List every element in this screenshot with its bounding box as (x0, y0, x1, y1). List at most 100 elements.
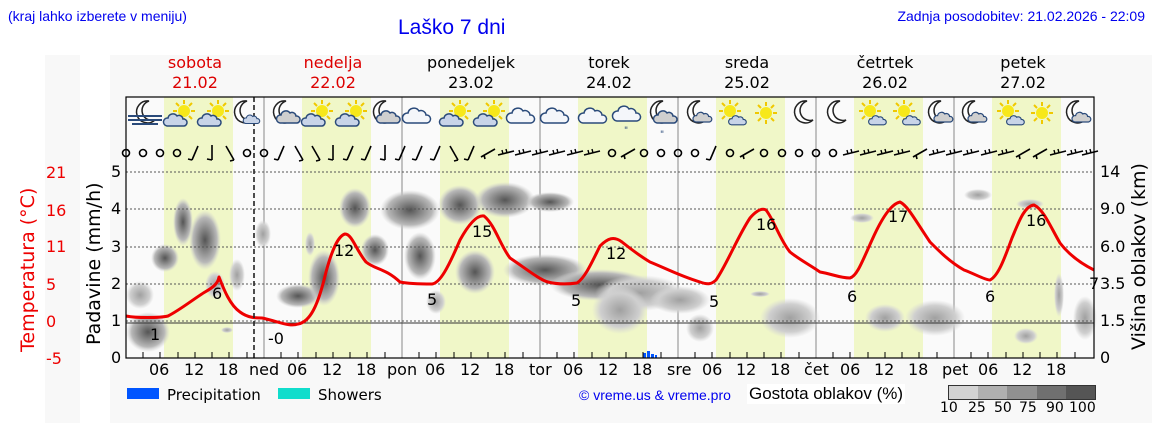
cloud-height-tick: 1.5 (1100, 311, 1126, 330)
x-axis-labels: 06 12 18 ned 06 12 18 pon 06 12 18 tor 0… (0, 360, 1152, 382)
precip-tick: 0 (111, 348, 122, 367)
x-tick: 06 (563, 360, 584, 379)
svg-text:": " (624, 126, 628, 136)
svg-text:16: 16 (756, 215, 776, 234)
fog-night-icon (128, 100, 162, 125)
svg-text:6: 6 (847, 287, 857, 306)
cloud-height-tick: 0 (1100, 348, 1111, 367)
x-tick: 12 (460, 360, 481, 379)
x-tick: pet (942, 360, 969, 379)
x-tick: sre (667, 360, 692, 379)
last-update: Zadnja posodobitev: 21.02.2026 - 22:09 (897, 8, 1145, 24)
svg-text:6: 6 (985, 287, 995, 306)
temp-tick: 0 (46, 312, 57, 331)
svg-text:-0: -0 (268, 329, 284, 348)
precipitation-legend-label: Precipitation (167, 386, 261, 404)
temperature-line (125, 200, 1095, 327)
x-tick: 18 (1046, 360, 1067, 379)
x-tick: pon (387, 360, 418, 379)
x-tick: 06 (702, 360, 723, 379)
density-swatch-75 (1036, 386, 1066, 399)
temp-tick: 21 (46, 163, 67, 182)
x-tick: 18 (218, 360, 239, 379)
temp-tick: 16 (46, 201, 67, 220)
temp-tick: 5 (46, 275, 57, 294)
svg-text:12: 12 (606, 244, 626, 263)
cloud-height-tick: 9.0 (1100, 199, 1126, 218)
svg-text:12: 12 (334, 241, 354, 260)
temp-tick: 11 (46, 237, 67, 256)
density-tick: 75 (1019, 400, 1037, 416)
day-label-petek: petek 27.02 (1000, 53, 1046, 92)
precipitation-bars (643, 351, 657, 358)
density-swatch-10 (949, 386, 979, 399)
precip-tick: 3 (111, 237, 122, 256)
cloud-density-scale (948, 385, 1096, 400)
density-tick: 90 (1046, 400, 1064, 416)
plot-frame (125, 96, 1095, 359)
precipitation-legend-swatch (127, 388, 159, 399)
temp-value-labels: 1 6 -0 12 5 15 5 12 5 16 6 17 6 16 (150, 207, 1046, 348)
density-tick: 10 (940, 400, 958, 416)
x-tick: 06 (287, 360, 308, 379)
x-tick: 18 (356, 360, 377, 379)
showers-legend-label: Showers (318, 386, 382, 404)
density-tick: 100 (1069, 400, 1096, 416)
x-tick: 06 (978, 360, 999, 379)
showers-legend-swatch (278, 388, 310, 399)
x-tick: 12 (736, 360, 757, 379)
cloud-height-tick: 6.0 (1100, 237, 1126, 256)
partly-cloudy-night-drizzle-icon: " (649, 100, 678, 140)
temp-tick: -5 (46, 349, 62, 368)
day-label-ponedeljek: ponedeljek 23.02 (427, 53, 515, 92)
sun-icon (1030, 101, 1054, 125)
x-tick: 18 (494, 360, 515, 379)
precip-axis-label: Padavine (mm/h) (83, 182, 105, 345)
temp-axis-label: Temperatura (°C) (17, 187, 39, 352)
precip-tick: 1 (111, 311, 122, 330)
x-tick: 18 (770, 360, 791, 379)
density-swatch-90 (1065, 386, 1096, 399)
day-label-sreda: sreda 25.02 (724, 53, 770, 92)
location-hint-link[interactable]: (kraj lahko izberete v meniju) (8, 8, 187, 24)
x-tick: čet (804, 360, 829, 379)
x-tick: 18 (908, 360, 929, 379)
x-tick: 12 (1012, 360, 1033, 379)
svg-text:6: 6 (212, 284, 222, 303)
cloud-height-axis-label: Višina oblakov (km) (1128, 163, 1150, 350)
cloud-height-tick: 3.5 (1100, 274, 1126, 293)
svg-text:5: 5 (571, 291, 581, 310)
x-tick: 06 (425, 360, 446, 379)
day-label-sobota: sobota 21.02 (167, 53, 223, 92)
density-tick: 25 (968, 400, 986, 416)
copyright-link[interactable]: © vreme.us & vreme.pro (579, 387, 731, 403)
x-tick: 18 (632, 360, 653, 379)
svg-text:16: 16 (1026, 211, 1046, 230)
svg-text:17: 17 (888, 207, 908, 226)
svg-text:": " (660, 130, 664, 140)
precip-tick: 4 (111, 199, 122, 218)
weather-icons: " " (128, 99, 1092, 140)
density-swatch-25 (978, 386, 1008, 399)
svg-text:15: 15 (472, 222, 492, 241)
precip-tick: 2 (111, 274, 122, 293)
density-tick: 50 (994, 400, 1012, 416)
day-label-cetrtek: četrtek 26.02 (856, 53, 914, 92)
svg-text:5: 5 (427, 290, 437, 309)
x-tick: 12 (184, 360, 205, 379)
x-tick: ned (249, 360, 280, 379)
page-title: Laško 7 dni (398, 16, 506, 39)
cloudy-drizzle-icon: " (611, 105, 642, 136)
density-swatch-50 (1007, 386, 1037, 399)
x-ticks (142, 352, 1076, 358)
day-label-torek: torek 24.02 (586, 53, 632, 92)
x-tick: 12 (322, 360, 343, 379)
x-tick: tor (529, 360, 552, 379)
svg-text:5: 5 (709, 292, 719, 311)
x-tick: 12 (598, 360, 619, 379)
grid-lines (126, 171, 1094, 322)
x-tick: 06 (840, 360, 861, 379)
temp-axis-panel (45, 55, 80, 423)
temp-edge-label: 7 (1089, 274, 1100, 293)
